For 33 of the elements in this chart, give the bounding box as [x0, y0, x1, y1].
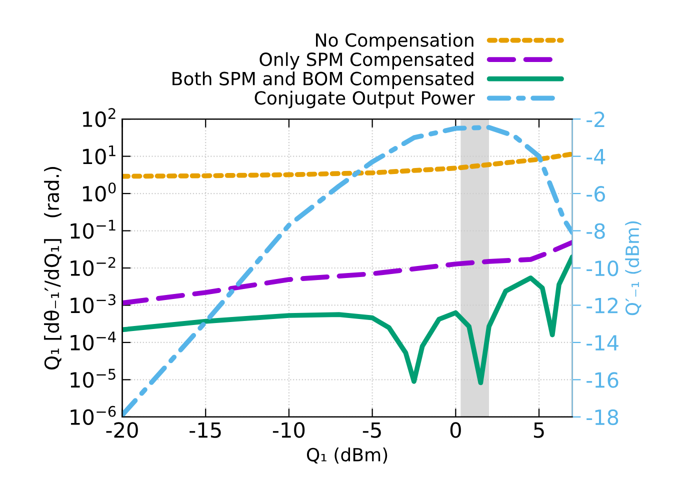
y-axis-title: Q₁ [dθ₋₁′/dQ₁] (rad.): [44, 167, 62, 370]
x-tick-label: -20: [106, 422, 138, 438]
y-tick-label: 10$^{−3}$: [70, 294, 116, 314]
y-tick-label: 10$^{−1}$: [70, 220, 116, 239]
legend-label: No Compensation: [316, 32, 474, 50]
line-series: [122, 240, 572, 306]
x-tick-label: 0: [450, 422, 461, 438]
y2-tick-label: -12: [586, 298, 618, 314]
y2-tick-label: -14: [586, 335, 618, 350]
y-tick-label: 10$^{−2}$: [70, 256, 116, 276]
y2-tick-label: -16: [586, 372, 618, 388]
legend-label: Conjugate Output Power: [254, 90, 475, 108]
y-tick-label: 10$^{−5}$: [70, 368, 116, 388]
y2-tick-label: -6: [586, 186, 606, 202]
y2-tick-label: -4: [586, 149, 606, 164]
line-series: [122, 152, 572, 179]
legend-label: Only SPM Compensated: [260, 52, 474, 70]
y-tick-label: 10$^{1}$: [83, 145, 116, 164]
y-tick-label: 10$^{2}$: [83, 108, 116, 128]
x-axis-title: Q₁ (dBm): [306, 448, 388, 464]
y2-tick-label: -2: [586, 112, 604, 127]
y2-tick-label: -8: [586, 223, 605, 239]
x-tick-label: 5: [534, 422, 544, 438]
y-tick-label: 10$^{0}$: [83, 182, 116, 202]
x-tick-label: -5: [362, 422, 381, 438]
y2-axis-title: Q′₋₁ (dBm): [625, 221, 642, 316]
y2-tick-label: -10: [586, 260, 618, 276]
legend-label: Both SPM and BOM Compensated: [172, 71, 474, 89]
x-tick-label: -15: [190, 422, 221, 438]
y-tick-label: 10$^{−4}$: [70, 332, 116, 351]
y2-tick-label: -18: [586, 409, 618, 426]
x-tick-label: -10: [272, 422, 305, 438]
line-series: [122, 254, 572, 386]
